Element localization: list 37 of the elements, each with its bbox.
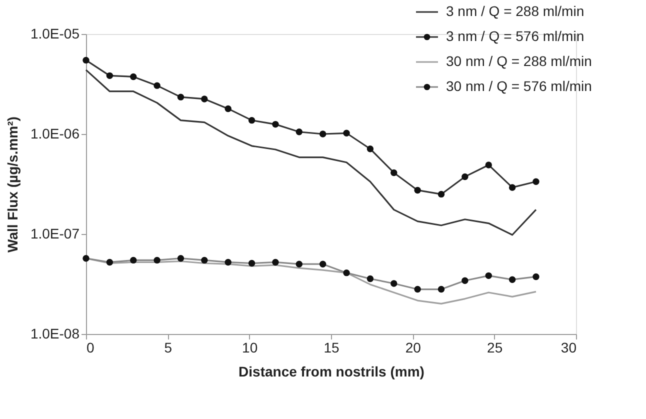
point (224, 105, 232, 112)
legend-label: 30 nm / Q = 288 ml/min (446, 53, 592, 69)
point (414, 186, 421, 194)
x-tick-label: 10 (242, 340, 258, 356)
x-tick-label: 15 (324, 340, 340, 356)
point (462, 173, 468, 180)
y-tick-label: 1.0E-08 (30, 326, 80, 342)
point (485, 162, 492, 168)
x-tick-label: 5 (164, 340, 172, 356)
x-tick-label: 20 (405, 340, 422, 356)
point (343, 130, 350, 136)
point (319, 130, 326, 138)
y-tick-label: 1.0E-06 (30, 126, 80, 142)
y-tick-label: 1.0E-07 (30, 226, 80, 242)
point (390, 169, 398, 176)
point (272, 120, 279, 128)
legend-label: 30 nm / Q = 576 ml/min (446, 78, 592, 94)
point (366, 146, 374, 152)
x-axis-title: Distance from nostrils (mm) (238, 364, 424, 380)
legend-label: 3 nm / Q = 576 ml/min (446, 28, 584, 44)
point (154, 82, 160, 89)
point (177, 94, 184, 100)
point (296, 128, 303, 136)
point (130, 73, 137, 80)
point (532, 178, 540, 185)
point (82, 56, 90, 64)
y-tick-label: 1.0E-05 (30, 26, 80, 42)
legend-label: 3 nm / Q = 288 ml/min (446, 3, 584, 19)
point (438, 190, 445, 198)
x-tick-label: 25 (487, 340, 503, 356)
point (201, 96, 208, 102)
x-tick-label: 0 (86, 340, 94, 356)
point (106, 72, 114, 80)
y-axis-title: Wall Flux (µg/s.mm²) (4, 116, 20, 252)
point (508, 184, 516, 191)
x-tick-label: 30 (560, 340, 577, 356)
point (248, 116, 256, 124)
